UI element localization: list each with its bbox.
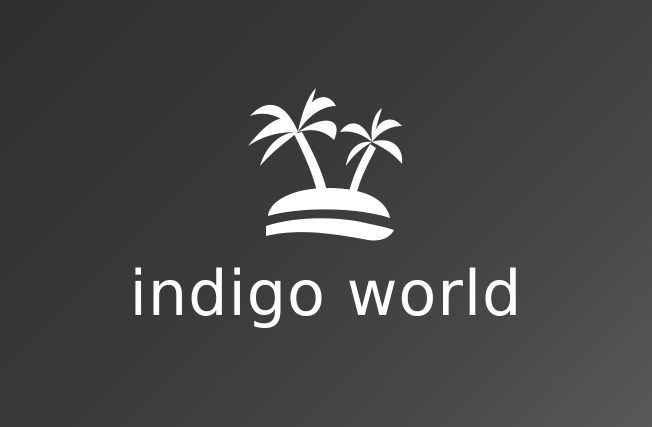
brand-name: indigo world: [129, 257, 523, 330]
palm-island-icon: [248, 88, 403, 241]
